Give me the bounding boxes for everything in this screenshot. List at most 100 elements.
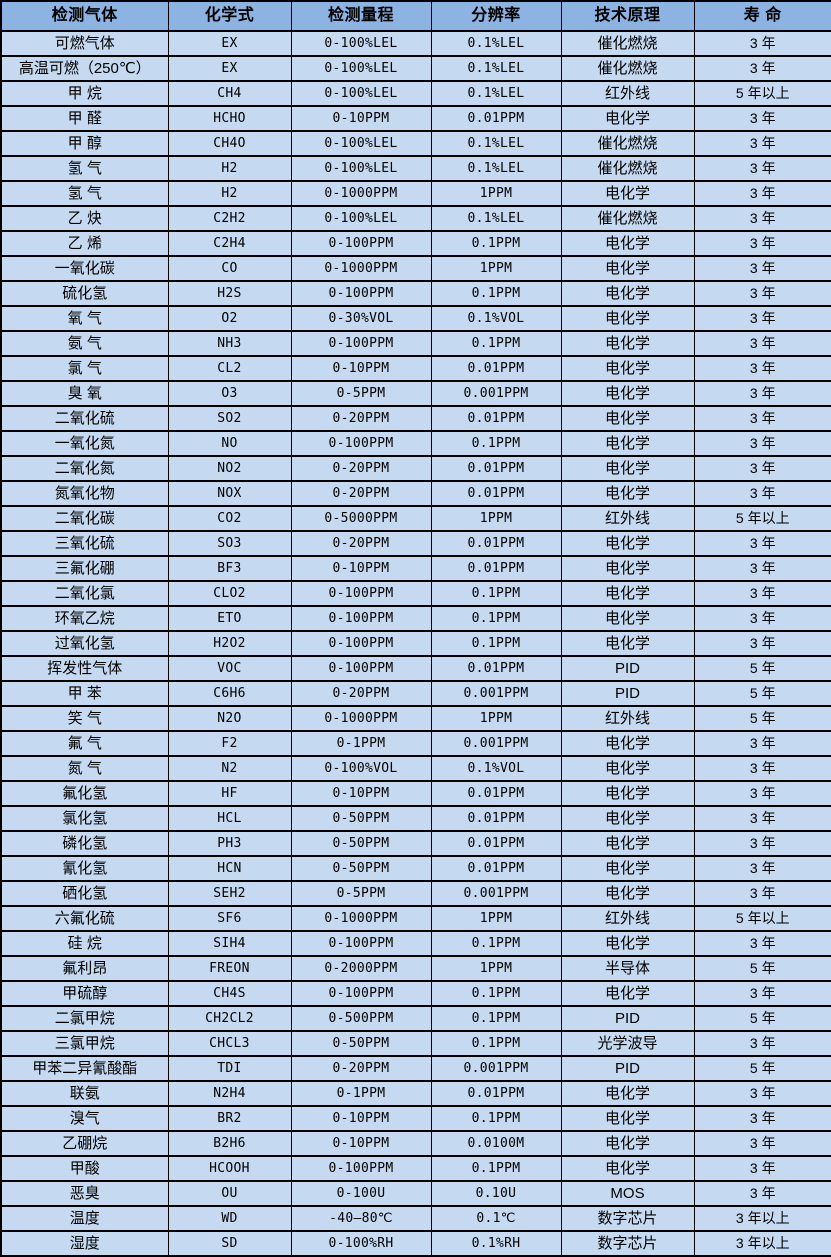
cell-resolution: 0.1PPM [430,981,562,1007]
cell-technical-principle: 电化学 [560,1131,695,1157]
cell-chemical-formula: CLO2 [167,581,292,607]
cell-detection-range: 0-20PPM [290,481,432,507]
table-row: 联氨 N2H4 0-1PPM 0.01PPM 电化学 3 年 [0,1081,831,1107]
cell-chemical-formula: NH3 [167,331,292,357]
cell-detected-gas: 氟化氢 [0,781,169,807]
cell-resolution: 0.01PPM [430,781,562,807]
cell-technical-principle: 电化学 [560,456,695,482]
cell-technical-principle: 电化学 [560,306,695,332]
cell-chemical-formula: PH3 [167,831,292,857]
cell-resolution: 0.1PPM [430,1106,562,1132]
cell-technical-principle: 电化学 [560,231,695,257]
cell-technical-principle: 光学波导 [560,1031,695,1057]
table-row: 恶臭 OU 0-100U 0.10U MOS 3 年 [0,1181,831,1207]
cell-resolution: 0.1PPM [430,631,562,657]
cell-detected-gas: 乙 炔 [0,206,169,232]
cell-technical-principle: 电化学 [560,281,695,307]
table-row: 氢 气 H2 0-1000PPM 1PPM 电化学 3 年 [0,181,831,207]
cell-detection-range: 0-100PPM [290,431,432,457]
cell-technical-principle: 红外线 [560,906,695,932]
cell-lifespan: 5 年以上 [693,81,831,107]
cell-chemical-formula: HCHO [167,106,292,132]
cell-technical-principle: 电化学 [560,1156,695,1182]
cell-resolution: 1PPM [430,181,562,207]
cell-resolution: 1PPM [430,256,562,282]
table-row: 笑 气 N2O 0-1000PPM 1PPM 红外线 5 年 [0,706,831,732]
cell-lifespan: 3 年 [693,1106,831,1132]
cell-chemical-formula: NO2 [167,456,292,482]
cell-chemical-formula: C6H6 [167,681,292,707]
cell-resolution: 0.01PPM [430,556,562,582]
table-row: 甲硫醇 CH4S 0-100PPM 0.1PPM 电化学 3 年 [0,981,831,1007]
cell-lifespan: 3 年 [693,231,831,257]
cell-detection-range: 0-100PPM [290,606,432,632]
cell-lifespan: 3 年 [693,856,831,882]
cell-resolution: 0.01PPM [430,1081,562,1107]
cell-chemical-formula: N2O [167,706,292,732]
cell-technical-principle: 红外线 [560,706,695,732]
cell-resolution: 0.1PPM [430,931,562,957]
cell-resolution: 0.1%LEL [430,156,562,182]
cell-technical-principle: 电化学 [560,181,695,207]
table-row: 氮 气 N2 0-100%VOL 0.1%VOL 电化学 3 年 [0,756,831,782]
cell-detection-range: 0-10PPM [290,1131,432,1157]
cell-detection-range: 0-100PPM [290,281,432,307]
cell-lifespan: 5 年以上 [693,506,831,532]
cell-detected-gas: 甲 苯 [0,681,169,707]
table-row: 磷化氢 PH3 0-50PPM 0.01PPM 电化学 3 年 [0,831,831,857]
cell-resolution: 0.01PPM [430,356,562,382]
cell-detection-range: 0-100PPM [290,581,432,607]
column-header-technical-principle: 技术原理 [560,0,695,32]
cell-chemical-formula: HCL [167,806,292,832]
cell-technical-principle: 电化学 [560,981,695,1007]
table-row: 二氧化硫 SO2 0-20PPM 0.01PPM 电化学 3 年 [0,406,831,432]
cell-lifespan: 3 年 [693,331,831,357]
cell-lifespan: 5 年 [693,656,831,682]
table-row: 三氯甲烷 CHCL3 0-50PPM 0.1PPM 光学波导 3 年 [0,1031,831,1057]
cell-resolution: 0.1%LEL [430,206,562,232]
cell-detection-range: 0-50PPM [290,856,432,882]
cell-resolution: 0.10U [430,1181,562,1207]
cell-detection-range: 0-5PPM [290,381,432,407]
cell-lifespan: 3 年 [693,481,831,507]
table-row: 氧 气 O2 0-30%VOL 0.1%VOL 电化学 3 年 [0,306,831,332]
cell-detected-gas: 氟利昂 [0,956,169,982]
cell-resolution: 1PPM [430,956,562,982]
cell-chemical-formula: CH2CL2 [167,1006,292,1032]
cell-resolution: 0.1PPM [430,431,562,457]
table-row: 可燃气体 EX 0-100%LEL 0.1%LEL 催化燃烧 3 年 [0,31,831,57]
cell-detected-gas: 三氧化硫 [0,531,169,557]
cell-detection-range: 0-50PPM [290,831,432,857]
cell-lifespan: 3 年 [693,806,831,832]
cell-detection-range: 0-20PPM [290,406,432,432]
cell-detected-gas: 温度 [0,1206,169,1232]
cell-detection-range: 0-500PPM [290,1006,432,1032]
cell-chemical-formula: HCN [167,856,292,882]
cell-lifespan: 5 年以上 [693,906,831,932]
cell-detection-range: -40—80℃ [290,1206,432,1232]
cell-detected-gas: 过氧化氢 [0,631,169,657]
cell-chemical-formula: H2 [167,156,292,182]
cell-resolution: 0.1PPM [430,1156,562,1182]
cell-resolution: 0.1℃ [430,1206,562,1232]
cell-chemical-formula: BR2 [167,1106,292,1132]
cell-detected-gas: 氮 气 [0,756,169,782]
table-row: 乙 烯 C2H4 0-100PPM 0.1PPM 电化学 3 年 [0,231,831,257]
cell-detection-range: 0-100PPM [290,656,432,682]
cell-lifespan: 3 年 [693,1081,831,1107]
cell-chemical-formula: BF3 [167,556,292,582]
table-row: 氯化氢 HCL 0-50PPM 0.01PPM 电化学 3 年 [0,806,831,832]
cell-detection-range: 0-100%LEL [290,131,432,157]
cell-resolution: 0.01PPM [430,856,562,882]
cell-chemical-formula: SD [167,1231,292,1257]
table-row: 甲酸 HCOOH 0-100PPM 0.1PPM 电化学 3 年 [0,1156,831,1182]
cell-lifespan: 5 年 [693,1006,831,1032]
cell-chemical-formula: H2S [167,281,292,307]
table-row: 三氟化硼 BF3 0-10PPM 0.01PPM 电化学 3 年 [0,556,831,582]
cell-lifespan: 5 年 [693,706,831,732]
cell-chemical-formula: HCOOH [167,1156,292,1182]
table-row: 二氧化碳 CO2 0-5000PPM 1PPM 红外线 5 年以上 [0,506,831,532]
cell-lifespan: 3 年 [693,881,831,907]
cell-resolution: 0.1PPM [430,606,562,632]
cell-detection-range: 0-1PPM [290,1081,432,1107]
